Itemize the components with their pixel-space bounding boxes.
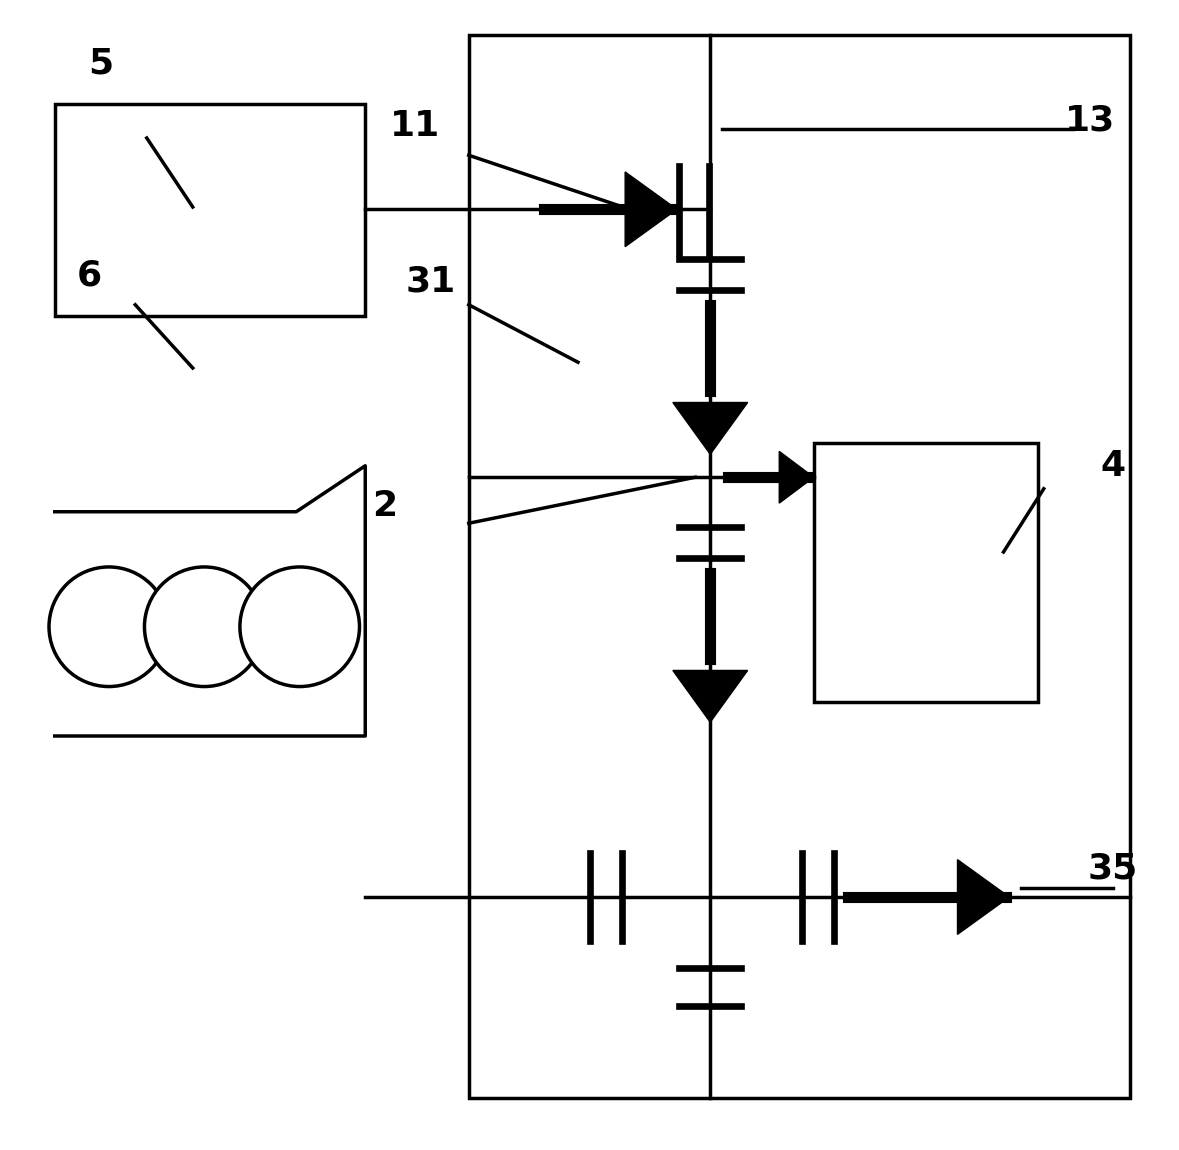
Text: 4: 4: [1100, 448, 1125, 483]
Bar: [54, 104, 365, 316]
Polygon shape: [54, 466, 365, 736]
Polygon shape: [779, 452, 814, 504]
Polygon shape: [957, 860, 1009, 934]
Text: 11: 11: [389, 109, 440, 144]
Circle shape: [239, 567, 360, 687]
Polygon shape: [673, 402, 747, 454]
Text: 13: 13: [1065, 104, 1115, 138]
Text: 2: 2: [373, 489, 397, 523]
Bar: [469, 34, 1129, 1098]
Circle shape: [145, 567, 264, 687]
Text: 31: 31: [406, 264, 456, 299]
Text: 35: 35: [1087, 851, 1138, 886]
Polygon shape: [625, 172, 677, 247]
Polygon shape: [673, 670, 747, 722]
Text: 5: 5: [88, 46, 113, 80]
Bar: [814, 443, 1038, 702]
Text: 6: 6: [77, 259, 101, 293]
Circle shape: [50, 567, 169, 687]
